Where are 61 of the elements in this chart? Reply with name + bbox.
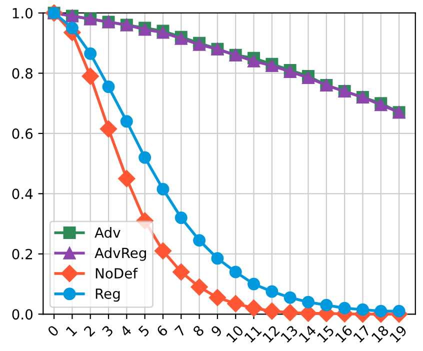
x-tick-label: 9 — [210, 324, 223, 338]
point — [266, 285, 278, 298]
point — [248, 278, 260, 290]
point — [245, 300, 262, 317]
x-tick-label: 11 — [244, 325, 262, 343]
point — [100, 120, 118, 138]
y-tick-label: 0.6 — [12, 128, 33, 139]
point — [193, 234, 206, 247]
x-tick-label: 13 — [280, 324, 298, 343]
legend-label: NoDef — [96, 268, 138, 279]
x-tick-label: 12 — [262, 325, 280, 343]
point — [118, 170, 136, 188]
y-tick-label: 0.0 — [12, 309, 32, 320]
point — [208, 289, 226, 306]
x-tick-label: 0 — [46, 324, 60, 338]
point — [84, 47, 97, 60]
point — [211, 252, 224, 265]
y-tick-label: 0.8 — [12, 68, 32, 79]
x-tick-label: 7 — [174, 325, 186, 337]
point — [374, 304, 388, 318]
point — [154, 242, 172, 260]
x-tick-label: 17 — [353, 325, 371, 343]
x-tick-label: 5 — [138, 325, 150, 337]
point — [320, 298, 333, 312]
x-tick-label: 18 — [371, 324, 390, 343]
legend-label: AdvReg — [94, 247, 146, 261]
point — [229, 266, 242, 278]
x-tick-label: 15 — [316, 325, 335, 343]
y-tick-label: 0.2 — [12, 248, 32, 260]
point — [156, 182, 170, 196]
point — [248, 54, 260, 68]
point — [356, 303, 369, 316]
point — [138, 151, 152, 164]
y-tick-label: 1.0 — [12, 8, 32, 18]
point — [227, 295, 244, 312]
point — [120, 115, 133, 128]
point — [392, 304, 406, 318]
legend-label: Reg — [96, 288, 120, 302]
x-tick-label: 8 — [192, 324, 205, 338]
point — [66, 22, 78, 34]
x-tick-label: 3 — [102, 324, 114, 337]
x-tick-label: 14 — [298, 324, 317, 343]
point — [82, 68, 99, 85]
legend-label: Adv — [94, 227, 120, 238]
x-tick-label: 19 — [389, 324, 408, 343]
point — [338, 302, 351, 314]
x-tick-label: 1 — [66, 325, 78, 336]
point — [282, 304, 299, 322]
point — [263, 302, 280, 320]
x-tick-label: 2 — [83, 325, 96, 337]
point — [102, 80, 115, 94]
x-tick-label: 6 — [156, 324, 168, 338]
x-tick-label: 4 — [120, 324, 132, 338]
x-tick-label: 16 — [334, 324, 354, 343]
point — [302, 296, 315, 308]
point — [190, 278, 208, 296]
x-tick-label: 10 — [226, 324, 244, 343]
point — [172, 263, 190, 281]
point — [174, 212, 188, 224]
point — [284, 291, 296, 304]
y-tick-label: 0.4 — [12, 188, 33, 200]
